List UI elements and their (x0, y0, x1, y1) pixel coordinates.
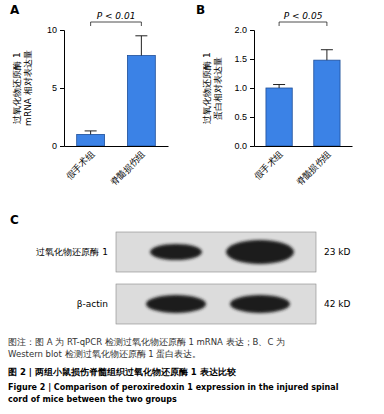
x-axis-line (255, 146, 353, 147)
significance-bracket (91, 22, 142, 26)
plot-area (266, 50, 340, 146)
blot-size-label: 42 kD (324, 299, 351, 309)
blot-lane-background (116, 284, 316, 324)
blot-band (230, 295, 290, 313)
y-axis: 0 5 10 (47, 25, 65, 151)
x-axis-line (65, 146, 169, 147)
panel-letter: A (10, 3, 20, 17)
y-tick: 1.0 (234, 83, 254, 93)
panel-letter: B (196, 3, 205, 17)
error-bar (135, 36, 147, 56)
blot-size-label: 23 kD (324, 247, 351, 257)
y-axis-title: 蛋白相对表达量 (213, 57, 223, 120)
y-tick-mark (250, 88, 254, 89)
x-axis: 假手术组脊髓损伤组 (64, 146, 169, 188)
figure: A0510假手术组脊髓损伤组过氧化物还原酶 1mRNA 相对表达量P < 0.0… (0, 0, 384, 414)
y-axis-line (60, 31, 65, 147)
y-axis-title: 过氧化物还原酶 1 (202, 52, 212, 124)
y-tick: 10 (47, 25, 64, 35)
x-tick: 脊髓损伤组 (108, 146, 147, 188)
y-tick: 5 (52, 83, 64, 93)
error-bar-cap (273, 84, 285, 85)
y-tick-label: 0.5 (234, 112, 247, 122)
x-tick-label: 假手术组 (64, 149, 97, 182)
y-tick-label: 5 (52, 83, 57, 93)
blot-band (226, 240, 294, 264)
y-tick-label: 10 (47, 25, 57, 35)
error-bar-stem (90, 131, 91, 134)
error-bar-cap (85, 130, 97, 131)
plot-area (77, 36, 156, 146)
y-tick: 0.0 (234, 141, 254, 151)
caption-note: 图注：图 A 为 RT-qPCR 检测过氧化物还原酶 1 mRNA 表达；B、C… (8, 337, 285, 347)
error-bar-stem (141, 36, 142, 56)
significance-bracket (279, 22, 327, 26)
bar (266, 88, 292, 146)
panel-letter: C (10, 213, 19, 227)
x-tick: 假手术组 (64, 146, 97, 181)
x-tick: 脊髓损伤组 (294, 146, 333, 188)
error-bar (85, 131, 97, 134)
panel: A 0 5 10 假手术组脊髓损伤组 过氧化物还原酶 1mRNA 相对表达量 P < 0.0… (10, 3, 169, 188)
blot-panel: C 过氧化物还原酶 1 23 kD β-actin 42 kD (10, 213, 351, 324)
caption-title: 图 2 | 两组小鼠损伤脊髓组织过氧化物还原酶 1 表达比较 (8, 367, 237, 377)
error-bar-stem (279, 85, 280, 88)
blot-row-label: β-actin (77, 299, 108, 309)
error-bar-stem (326, 50, 327, 60)
caption-title-en: cord of mice between the two groups (8, 395, 177, 404)
blot-band (146, 295, 206, 313)
x-tick-label: 脊髓损伤组 (294, 149, 333, 188)
y-tick-mark (60, 88, 64, 89)
x-axis: 假手术组脊髓损伤组 (252, 146, 352, 188)
y-tick-mark (250, 30, 254, 31)
y-axis-title: 过氧化物还原酶 1 (12, 52, 22, 124)
y-tick: 1.5 (234, 54, 254, 64)
caption: 图注：图 A 为 RT-qPCR 检测过氧化物还原酶 1 mRNA 表达；B、C… (8, 337, 339, 404)
y-tick: 0 (52, 141, 64, 151)
error-bar (321, 50, 333, 60)
y-tick-label: 1.0 (234, 83, 247, 93)
caption-title-en: Figure 2 | Comparison of peroxiredoxin 1… (8, 383, 339, 392)
y-axis: 0.0 0.5 1.0 1.5 2.0 (234, 25, 254, 151)
blot-band (150, 244, 202, 260)
panel: B 0.0 0.5 1.0 1.5 2.0 假手术组脊髓损伤组 过氧化物还原酶 1蛋白相对表达… (196, 3, 353, 188)
y-tick-mark (60, 146, 64, 147)
error-bar-cap (135, 35, 147, 36)
bar (127, 56, 155, 146)
bar (314, 60, 340, 146)
y-tick-label: 0.0 (234, 141, 247, 151)
x-tick-label: 脊髓损伤组 (108, 149, 147, 188)
error-bar-cap (321, 49, 333, 50)
y-tick: 2.0 (234, 25, 254, 35)
y-tick-mark (60, 30, 64, 31)
y-tick-label: 1.5 (234, 54, 247, 64)
y-tick-label: 2.0 (234, 25, 247, 35)
caption-note: Western blot 检测过氧化物还原酶 1 蛋白表达。 (8, 349, 201, 359)
blot-lane-background (116, 232, 316, 272)
y-tick-mark (250, 146, 254, 147)
bar (77, 134, 105, 146)
y-tick-mark (250, 59, 254, 60)
blot-row-label: 过氧化物还原酶 1 (36, 247, 108, 257)
y-axis-line (250, 31, 255, 147)
error-bar (273, 85, 285, 88)
x-tick: 假手术组 (252, 146, 285, 181)
annotation: P < 0.05 (284, 11, 323, 21)
x-tick-label: 假手术组 (252, 149, 285, 182)
y-axis-title: mRNA 相对表达量 (23, 50, 33, 126)
y-tick-label: 0 (52, 141, 57, 151)
y-tick: 0.5 (234, 112, 254, 122)
annotation: P < 0.01 (97, 11, 136, 21)
y-tick-mark (250, 117, 254, 118)
